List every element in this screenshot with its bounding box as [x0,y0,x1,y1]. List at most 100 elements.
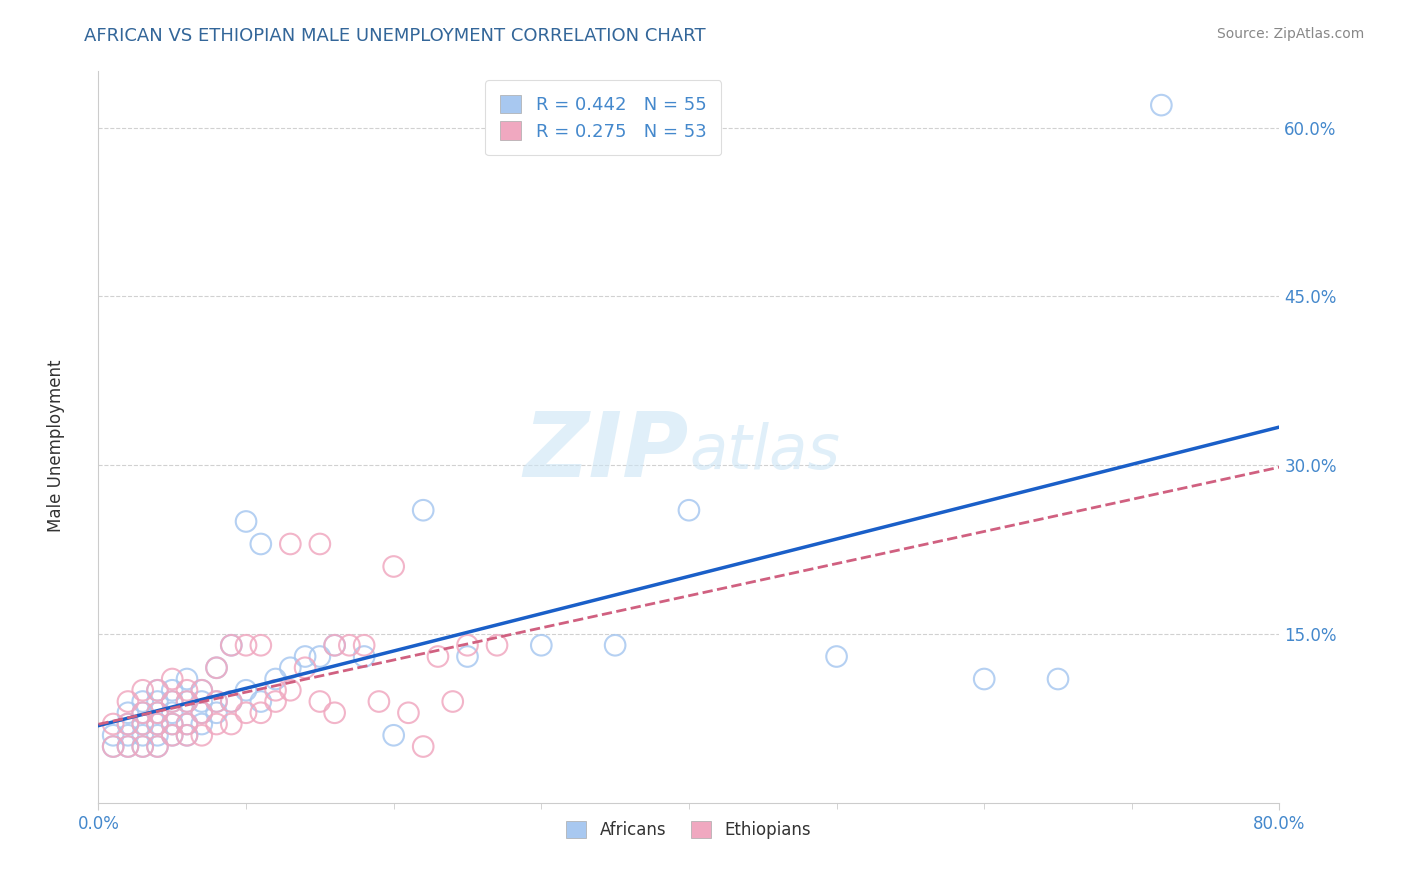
Point [398,706,420,720]
Point [146,739,169,754]
Point [132,739,155,754]
Point [132,694,155,708]
Point [176,717,198,731]
Point [486,638,509,652]
Point [162,728,183,742]
Point [132,728,155,742]
Point [146,706,169,720]
Point [235,515,257,529]
Point [176,683,198,698]
Point [294,649,316,664]
Point [205,661,228,675]
Point [176,672,198,686]
Point [103,739,125,754]
Text: Male Unemployment: Male Unemployment [48,359,65,533]
Point [191,683,214,698]
Point [191,717,214,731]
Point [146,706,169,720]
Point [117,739,139,754]
Point [605,638,627,652]
Point [368,694,391,708]
Point [280,661,302,675]
Point [412,739,434,754]
Point [353,649,375,664]
Point [146,694,169,708]
Point [250,694,273,708]
Point [1150,98,1173,112]
Point [132,706,155,720]
Point [1046,672,1070,686]
Point [221,694,243,708]
Point [825,649,848,664]
Point [117,694,139,708]
Text: ZIP: ZIP [523,408,689,496]
Point [162,706,183,720]
Point [382,728,405,742]
Point [132,739,155,754]
Point [191,706,214,720]
Point [412,503,434,517]
Point [530,638,553,652]
Point [132,717,155,731]
Point [323,638,346,652]
Point [427,649,450,664]
Point [146,683,169,698]
Point [162,717,183,731]
Point [280,537,302,551]
Point [103,739,125,754]
Point [176,717,198,731]
Point [162,694,183,708]
Point [221,694,243,708]
Point [191,694,214,708]
Point [103,717,125,731]
Point [146,683,169,698]
Point [353,638,375,652]
Point [117,728,139,742]
Point [191,683,214,698]
Point [264,672,287,686]
Text: Source: ZipAtlas.com: Source: ZipAtlas.com [1216,27,1364,41]
Point [176,728,198,742]
Point [132,683,155,698]
Point [323,638,346,652]
Point [235,638,257,652]
Point [146,739,169,754]
Point [250,537,273,551]
Point [235,683,257,698]
Point [176,694,198,708]
Point [221,638,243,652]
Point [221,717,243,731]
Point [235,706,257,720]
Point [323,706,346,720]
Point [205,694,228,708]
Point [339,638,361,652]
Point [264,683,287,698]
Point [205,717,228,731]
Point [146,717,169,731]
Point [162,717,183,731]
Point [162,672,183,686]
Point [117,717,139,731]
Point [117,739,139,754]
Point [250,638,273,652]
Point [294,661,316,675]
Point [309,694,332,708]
Point [973,672,995,686]
Point [221,638,243,652]
Point [309,537,332,551]
Point [132,706,155,720]
Point [280,683,302,698]
Point [678,503,700,517]
Point [309,649,332,664]
Point [103,728,125,742]
Point [146,728,169,742]
Point [250,706,273,720]
Point [162,694,183,708]
Point [191,728,214,742]
Point [382,559,405,574]
Point [176,728,198,742]
Point [205,694,228,708]
Text: atlas: atlas [689,422,839,482]
Point [132,717,155,731]
Point [176,694,198,708]
